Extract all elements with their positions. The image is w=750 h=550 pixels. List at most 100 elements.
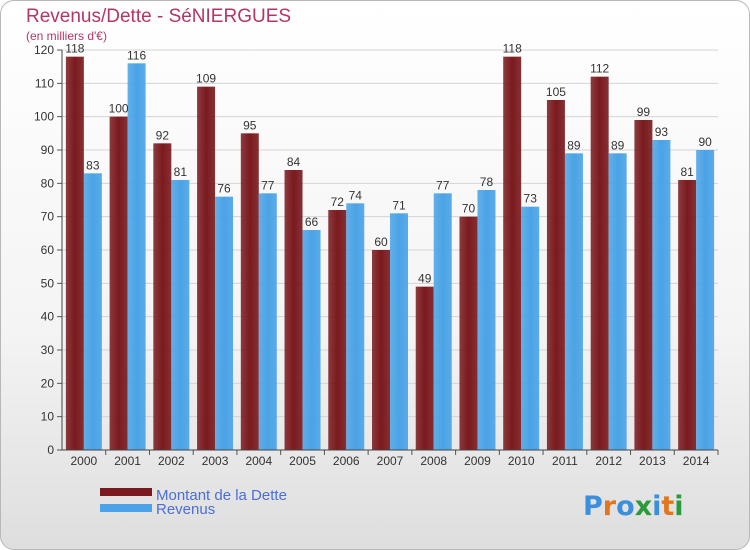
bar-dette-2012 bbox=[590, 76, 609, 451]
bar-dette-2005 bbox=[284, 170, 303, 450]
label-revenus-2014: 90 bbox=[698, 135, 712, 149]
label-dette-2014: 81 bbox=[680, 165, 694, 179]
logo-letter: P bbox=[583, 491, 603, 522]
label-dette-2009: 70 bbox=[462, 202, 476, 216]
y-tick-label: 70 bbox=[41, 210, 55, 224]
label-dette-2010: 118 bbox=[503, 42, 522, 56]
x-tick-label-2012: 2012 bbox=[595, 454, 622, 468]
bar-dette-2003 bbox=[197, 86, 216, 451]
label-revenus-2002: 81 bbox=[174, 165, 188, 179]
x-tick-label-2004: 2004 bbox=[245, 454, 272, 468]
bar-revenus-2006 bbox=[346, 203, 365, 450]
bar-dette-2013 bbox=[634, 120, 653, 450]
bar-revenus-2003 bbox=[215, 196, 234, 450]
bar-revenus-2014 bbox=[696, 150, 715, 450]
label-dette-2008: 49 bbox=[418, 272, 432, 286]
label-dette-2012: 112 bbox=[590, 62, 609, 76]
y-tick-label: 0 bbox=[47, 443, 54, 457]
x-tick-label-2003: 2003 bbox=[202, 454, 229, 468]
label-revenus-2011: 89 bbox=[567, 138, 581, 152]
legend-swatch-revenus bbox=[100, 504, 152, 512]
bar-revenus-2007 bbox=[390, 213, 408, 450]
y-tick-label: 80 bbox=[41, 176, 55, 190]
label-revenus-2001: 116 bbox=[127, 48, 146, 62]
logo-letter: i bbox=[674, 491, 683, 522]
y-tick-label: 40 bbox=[41, 310, 55, 324]
logo-letter: t bbox=[661, 491, 674, 522]
y-tick-label: 20 bbox=[41, 376, 55, 390]
bar-revenus-2013 bbox=[652, 140, 671, 450]
label-dette-2013: 99 bbox=[637, 105, 651, 119]
bar-dette-2002 bbox=[153, 143, 172, 451]
bar-dette-2006 bbox=[328, 210, 347, 450]
label-revenus-2013: 93 bbox=[655, 125, 669, 139]
bar-revenus-2009 bbox=[477, 190, 496, 450]
legend: Montant de la Dette Revenus bbox=[100, 487, 287, 518]
label-dette-2004: 95 bbox=[243, 118, 257, 132]
y-tick-label: 30 bbox=[41, 343, 55, 357]
y-tick-label: 120 bbox=[34, 43, 54, 57]
label-dette-2002: 92 bbox=[156, 128, 170, 142]
label-revenus-2009: 78 bbox=[480, 175, 494, 189]
bar-revenus-2002 bbox=[171, 180, 190, 450]
x-tick-label-2014: 2014 bbox=[683, 454, 710, 468]
y-tick-label: 60 bbox=[41, 243, 55, 257]
y-tick-label: 50 bbox=[41, 276, 55, 290]
label-dette-2000: 118 bbox=[65, 42, 84, 56]
bar-revenus-2004 bbox=[258, 193, 277, 451]
bar-dette-2014 bbox=[678, 180, 697, 450]
label-revenus-2006: 74 bbox=[349, 188, 363, 202]
label-revenus-2005: 66 bbox=[305, 215, 319, 229]
bar-revenus-2012 bbox=[608, 153, 627, 451]
label-revenus-2010: 73 bbox=[524, 192, 538, 206]
bar-dette-2009 bbox=[459, 216, 478, 450]
bar-dette-2000 bbox=[65, 56, 84, 451]
legend-swatch-dette bbox=[100, 488, 152, 496]
label-dette-2006: 72 bbox=[331, 195, 345, 209]
logo-letter: o bbox=[616, 491, 635, 522]
logo-letter: r bbox=[603, 491, 617, 522]
label-revenus-2008: 77 bbox=[436, 178, 450, 192]
label-dette-2007: 60 bbox=[374, 235, 388, 249]
legend-label-revenus: Revenus bbox=[156, 501, 215, 518]
x-tick-label-2013: 2013 bbox=[639, 454, 666, 468]
x-tick-label-2008: 2008 bbox=[420, 454, 447, 468]
x-tick-label-2002: 2002 bbox=[158, 454, 185, 468]
bar-dette-2004 bbox=[240, 133, 259, 451]
bar-dette-2011 bbox=[546, 100, 565, 450]
bar-revenus-2008 bbox=[433, 193, 452, 451]
bar-dette-2008 bbox=[415, 286, 434, 450]
y-tick-label: 100 bbox=[34, 110, 54, 124]
x-tick-label-2000: 2000 bbox=[71, 454, 98, 468]
logo-letter: x bbox=[635, 491, 652, 522]
logo-letter: i bbox=[652, 491, 661, 522]
x-axis-ticks: 2000 2001 2002 2003 2004 2005 2006 2007 2008 2009… bbox=[71, 450, 719, 468]
bars bbox=[65, 56, 715, 451]
x-tick-label-2006: 2006 bbox=[333, 454, 360, 468]
x-tick-label-2010: 2010 bbox=[508, 454, 535, 468]
x-tick-label-2009: 2009 bbox=[464, 454, 491, 468]
label-dette-2003: 109 bbox=[196, 72, 216, 86]
x-tick-label-2011: 2011 bbox=[552, 454, 578, 468]
legend-label-dette: Montant de la Dette bbox=[156, 487, 287, 504]
bar-revenus-2010 bbox=[521, 206, 540, 450]
bar-revenus-2000 bbox=[83, 173, 102, 451]
proxiti-logo: Proxiti bbox=[583, 491, 684, 522]
bar-revenus-2005 bbox=[302, 230, 321, 450]
bar-dette-2001 bbox=[109, 116, 128, 451]
chart-title: Revenus/Dette - SéNIERGUES bbox=[26, 6, 291, 27]
x-tick-label-2007: 2007 bbox=[377, 454, 404, 468]
label-dette-2001: 100 bbox=[109, 102, 129, 116]
bar-dette-2007 bbox=[372, 250, 390, 450]
data-labels: 118 83 100 116 92 81 109 76 95 77 84 66 72 74 60 71 49 77… bbox=[65, 42, 712, 286]
y-axis-ticks: 0 10 20 30 40 50 60 70 80 90 100 110 120 bbox=[34, 43, 62, 457]
y-tick-label: 110 bbox=[35, 76, 54, 90]
x-tick-label-2005: 2005 bbox=[289, 454, 316, 468]
x-tick-label-2001: 2001 bbox=[114, 454, 141, 468]
bar-dette-2010 bbox=[503, 56, 522, 451]
label-revenus-2007: 71 bbox=[392, 198, 406, 212]
label-dette-2005: 84 bbox=[287, 155, 301, 169]
label-revenus-2000: 83 bbox=[86, 158, 100, 172]
label-dette-2011: 105 bbox=[546, 85, 566, 99]
